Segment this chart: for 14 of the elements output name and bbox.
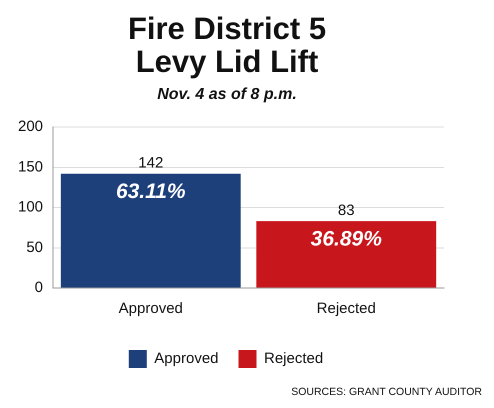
annotation: 63.11% <box>116 180 186 203</box>
y-tick-label: 0 <box>34 279 44 296</box>
data-label: 83 <box>338 202 355 219</box>
y-tick-label: 200 <box>18 118 44 136</box>
y-tick-label: 150 <box>18 158 44 176</box>
annotation: 36.89% <box>310 227 382 250</box>
chart-subtitle: Nov. 4 as of 8 p.m. <box>156 86 298 104</box>
y-tick-label: 50 <box>26 238 44 256</box>
chart-title: Fire District 5 Levy Lid Lift <box>126 11 328 79</box>
legend-label: Approved <box>154 350 219 368</box>
data-label: 142 <box>138 154 164 172</box>
y-tick-label: 100 <box>18 198 44 216</box>
source-note: SOURCES: GRANT COUNTY AUDITOR <box>291 386 482 398</box>
legend-label: Rejected <box>264 350 324 368</box>
